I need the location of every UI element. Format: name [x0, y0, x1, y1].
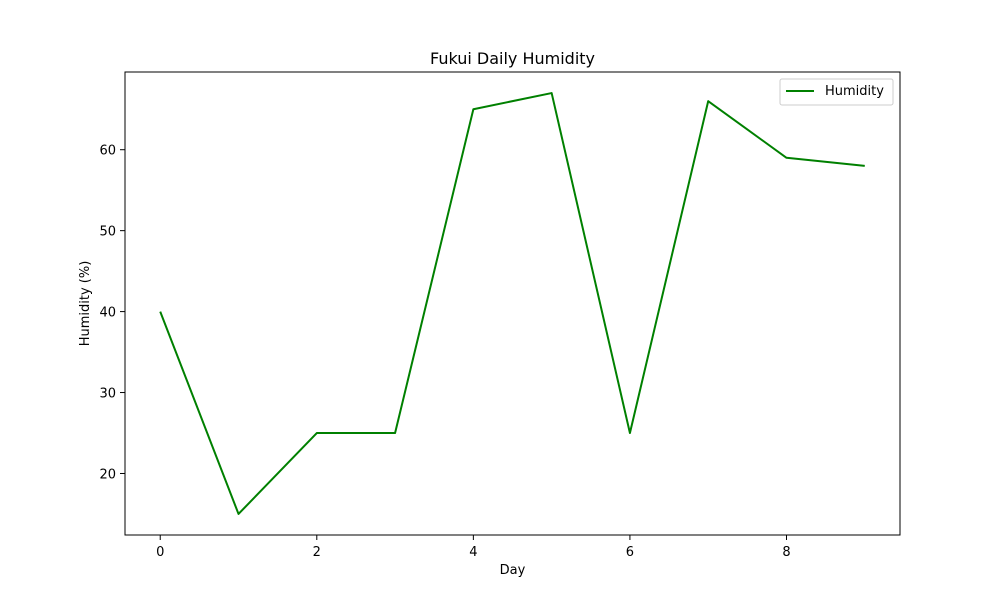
x-tick-label: 6	[626, 545, 634, 560]
legend-series-label: Humidity	[825, 84, 884, 99]
x-axis-title: Day	[500, 563, 526, 578]
legend-box	[779, 78, 894, 106]
y-tick-label: 60	[99, 144, 116, 159]
y-tick-label: 40	[99, 306, 116, 321]
x-tick-label: 8	[782, 545, 790, 560]
y-tick-label: 30	[99, 387, 116, 402]
legend: Humidity	[779, 78, 894, 106]
x-tick-label: 0	[156, 545, 164, 560]
plot-frame	[124, 71, 901, 536]
y-tick-label: 20	[99, 467, 116, 482]
x-tick-label: 4	[469, 545, 477, 560]
chart-title: Fukui Daily Humidity	[430, 49, 595, 68]
y-axis-title: Humidity (%)	[78, 261, 93, 347]
x-tick-label: 2	[313, 545, 321, 560]
series-line-0	[159, 92, 865, 515]
x-axis-ticks: 0 2 4 6 8	[156, 535, 791, 560]
y-tick-label: 50	[99, 225, 116, 240]
y-axis-ticks: 20 30 40 50 60	[99, 144, 125, 482]
series-layer	[159, 92, 865, 515]
plot-area	[124, 71, 901, 536]
